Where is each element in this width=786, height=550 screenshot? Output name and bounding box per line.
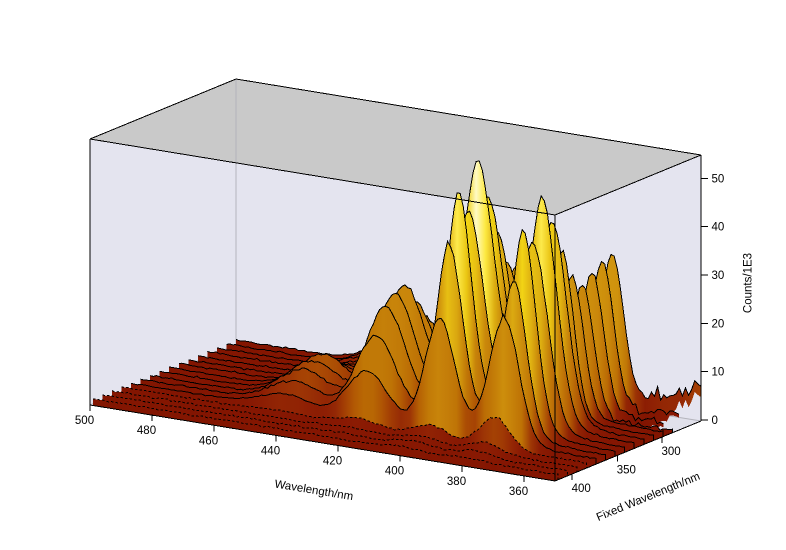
svg-text:20: 20 <box>712 318 725 330</box>
svg-text:40: 40 <box>712 222 725 234</box>
svg-text:400: 400 <box>385 466 404 478</box>
svg-text:0: 0 <box>712 415 718 427</box>
svg-text:Counts/1E3: Counts/1E3 <box>743 253 755 313</box>
svg-text:300: 300 <box>662 446 681 458</box>
svg-text:380: 380 <box>447 476 466 488</box>
svg-text:30: 30 <box>712 270 725 282</box>
svg-text:50: 50 <box>712 173 725 185</box>
svg-text:420: 420 <box>323 456 342 468</box>
svg-text:460: 460 <box>199 435 218 447</box>
svg-text:350: 350 <box>617 464 636 476</box>
svg-text:400: 400 <box>572 483 591 495</box>
svg-text:360: 360 <box>509 486 528 498</box>
svg-text:10: 10 <box>712 367 725 379</box>
svg-text:480: 480 <box>137 425 156 437</box>
svg-text:500: 500 <box>75 415 94 427</box>
svg-text:440: 440 <box>261 445 280 457</box>
